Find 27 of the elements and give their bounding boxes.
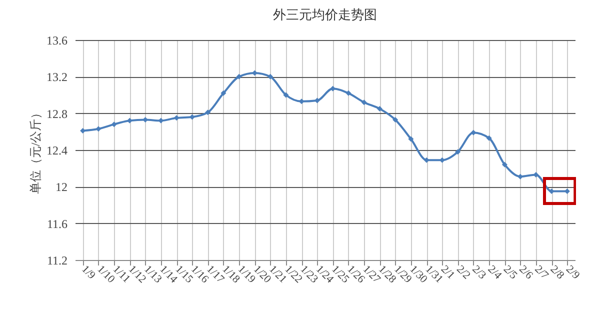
- point: [205, 110, 211, 116]
- point: [376, 106, 382, 112]
- y-tick-label: 13.6: [46, 34, 68, 48]
- point: [268, 74, 274, 80]
- point: [283, 92, 289, 98]
- y-tick-label: 12: [56, 180, 68, 194]
- y-tick-label: 13.2: [46, 70, 68, 84]
- x-tick-label: 1/9: [79, 263, 98, 282]
- chart-title: 外三元均价走势图: [273, 7, 377, 22]
- point: [174, 115, 180, 121]
- point: [502, 162, 508, 168]
- y-tick-label: 12.4: [46, 144, 68, 158]
- point: [392, 117, 398, 122]
- x-tick-label: 2/2: [454, 263, 472, 282]
- y-tick-label: 11.2: [46, 254, 68, 268]
- point: [486, 135, 492, 141]
- point: [346, 90, 352, 96]
- point: [220, 90, 226, 96]
- point: [455, 149, 461, 155]
- point: [96, 126, 102, 132]
- y-tick-label: 12.8: [46, 106, 68, 121]
- y-axis-title: 单位（元/公斤）: [28, 106, 42, 194]
- y-tick-label: 11.6: [46, 216, 68, 231]
- point: [111, 122, 117, 128]
- point: [408, 136, 414, 142]
- point: [361, 100, 367, 106]
- point: [236, 74, 242, 80]
